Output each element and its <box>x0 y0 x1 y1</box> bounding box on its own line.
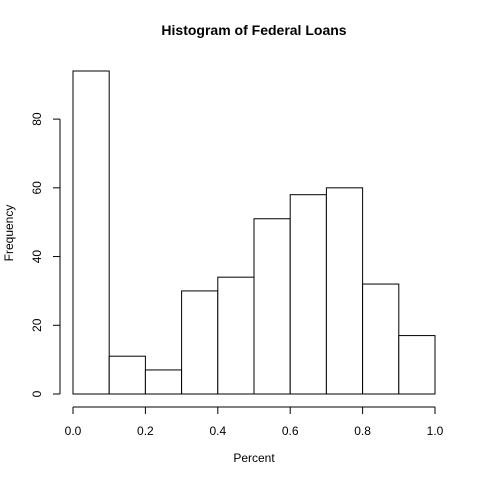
histogram-bar-3 <box>181 290 219 395</box>
y-tick-label: 60 <box>30 181 44 195</box>
x-tick-label: 0.8 <box>354 424 371 438</box>
y-axis-label: Frequency <box>2 205 16 262</box>
histogram-bars <box>72 70 436 395</box>
x-tick-label: 1.0 <box>427 424 444 438</box>
y-tick-label: 20 <box>30 318 44 332</box>
histogram-bar-5 <box>253 218 291 395</box>
histogram-bar-8 <box>362 283 400 395</box>
histogram-bar-7 <box>325 187 364 395</box>
histogram-bar-2 <box>144 369 183 395</box>
x-axis: 0.0 0.2 0.4 0.6 0.8 1.0 <box>65 406 444 438</box>
y-tick-label: 0 <box>30 390 44 397</box>
x-tick-label: 0.6 <box>282 424 299 438</box>
x-axis-label: Percent <box>233 451 275 465</box>
y-tick-label: 80 <box>30 112 44 126</box>
y-axis: 0 20 40 60 80 <box>30 112 61 397</box>
histogram-bar-4 <box>217 276 255 395</box>
histogram-bar-6 <box>289 194 327 395</box>
chart-title: Histogram of Federal Loans <box>161 22 346 38</box>
y-tick-label: 40 <box>30 250 44 264</box>
x-tick-label: 0.0 <box>65 424 82 438</box>
histogram-bar-9 <box>398 335 436 395</box>
histogram-bar-0 <box>72 70 110 395</box>
x-tick-label: 0.4 <box>209 424 226 438</box>
x-tick-label: 0.2 <box>137 424 154 438</box>
histogram-bar-1 <box>108 355 146 395</box>
